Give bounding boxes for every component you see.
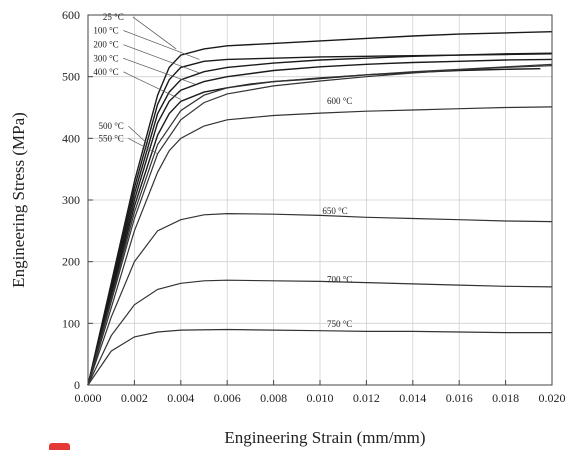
curve-label-600c: 600 °C bbox=[327, 96, 352, 106]
curve-label-400c: 400 °C bbox=[93, 67, 118, 77]
curve-label-650c: 650 °C bbox=[322, 206, 347, 216]
series-line-25c bbox=[87, 31, 553, 386]
tick-labels: 0.000 0.002 0.004 0.006 0.008 0.010 0.012 0.014… bbox=[62, 8, 566, 405]
series-line-600c bbox=[87, 106, 553, 386]
leader-line-550c bbox=[128, 138, 158, 155]
x-tick-label: 0.010 bbox=[307, 391, 334, 405]
leader-line-100c bbox=[123, 30, 200, 60]
x-tick-label: 0.016 bbox=[446, 391, 473, 405]
x-tick-label: 0.000 bbox=[75, 391, 102, 405]
leader-line-200c bbox=[123, 44, 200, 74]
leader-line-300c bbox=[123, 57, 195, 85]
y-tick-label: 200 bbox=[62, 255, 80, 269]
series-line-750c bbox=[87, 328, 552, 386]
y-tick-label: 400 bbox=[62, 131, 80, 145]
x-tick-label: 0.004 bbox=[167, 391, 194, 405]
series-line-700c bbox=[87, 279, 553, 386]
y-axis-title: Engineering Stress (MPa) bbox=[9, 112, 28, 288]
curve-label-200c: 200 °C bbox=[93, 40, 118, 50]
x-tick-label: 0.012 bbox=[353, 391, 380, 405]
series-line-500c bbox=[87, 63, 553, 386]
x-tick-label: 0.006 bbox=[214, 391, 241, 405]
series-line-400c bbox=[87, 68, 541, 386]
curves bbox=[87, 31, 553, 386]
x-tick-label: 0.002 bbox=[121, 391, 148, 405]
x-tick-label: 0.020 bbox=[539, 391, 566, 405]
y-tick-label: 100 bbox=[62, 316, 80, 330]
curve-label-700c: 700 °C bbox=[327, 275, 352, 285]
y-tick-label: 300 bbox=[62, 193, 80, 207]
leader-line-25c bbox=[132, 16, 177, 50]
series-line-650c bbox=[87, 212, 553, 386]
curve-label-500c: 500 °C bbox=[98, 121, 123, 131]
curve-label-300c: 300 °C bbox=[93, 53, 118, 63]
y-tick-label: 500 bbox=[62, 70, 80, 84]
leader-line-500c bbox=[128, 125, 149, 145]
y-tick-label: 600 bbox=[62, 8, 80, 22]
series-line-200c bbox=[87, 52, 553, 386]
x-tick-label: 0.008 bbox=[260, 391, 287, 405]
y-tick-label: 0 bbox=[74, 378, 80, 392]
curve-labels: 25 °C 100 °C 200 °C 300 °C 400 °C 500 °C 550 °… bbox=[93, 12, 352, 329]
x-tick-label: 0.014 bbox=[399, 391, 426, 405]
series-line-550c bbox=[87, 65, 553, 386]
leader-lines bbox=[123, 16, 200, 155]
x-axis-title: Engineering Strain (mm/mm) bbox=[224, 428, 425, 447]
red-corner-mark bbox=[49, 443, 70, 450]
curve-label-25c: 25 °C bbox=[103, 12, 124, 22]
curve-label-750c: 750 °C bbox=[327, 319, 352, 329]
curve-label-550c: 550 °C bbox=[98, 133, 123, 143]
x-tick-label: 0.018 bbox=[492, 391, 519, 405]
curve-label-100c: 100 °C bbox=[93, 26, 118, 36]
leader-line-400c bbox=[123, 71, 181, 100]
series-line-300c bbox=[87, 58, 553, 386]
